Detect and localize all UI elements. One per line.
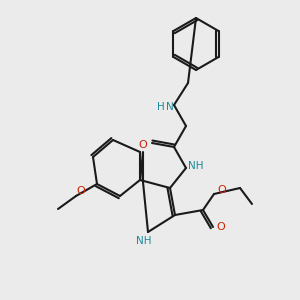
Text: O: O: [218, 185, 226, 195]
Text: O: O: [217, 222, 225, 232]
Text: NH: NH: [188, 161, 204, 171]
Text: H: H: [157, 102, 165, 112]
Text: O: O: [139, 140, 147, 150]
Text: N: N: [166, 102, 174, 112]
Text: NH: NH: [136, 236, 152, 246]
Text: O: O: [76, 186, 85, 196]
